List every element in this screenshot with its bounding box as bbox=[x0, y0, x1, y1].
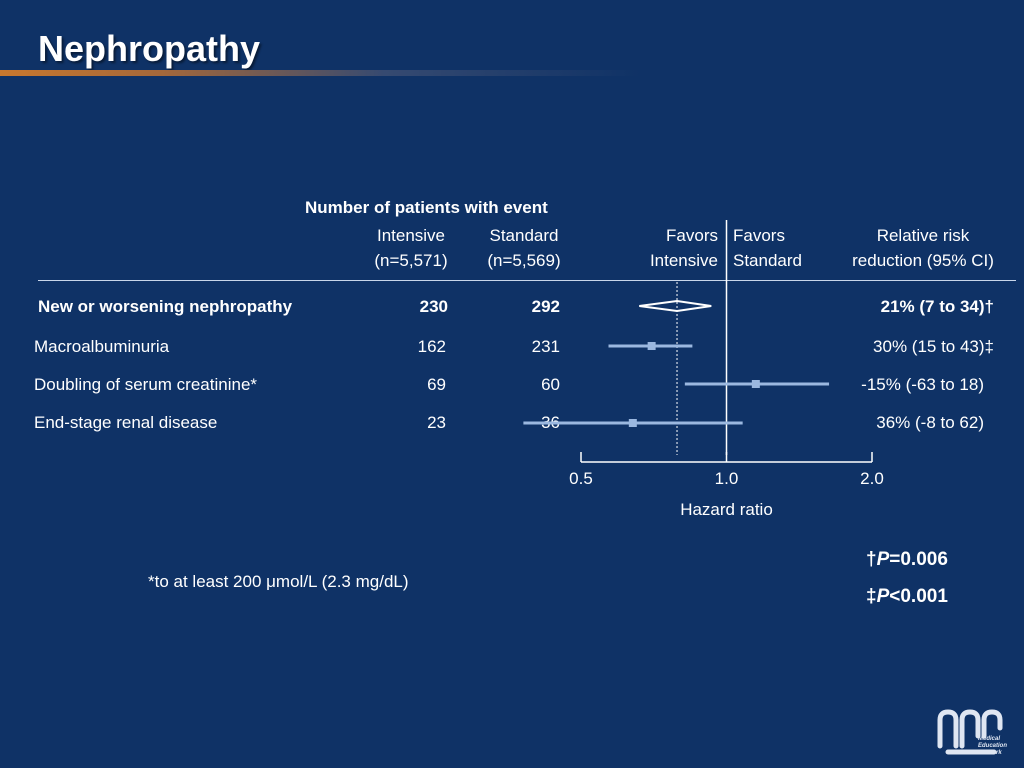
hr-diamond bbox=[639, 299, 712, 313]
intensive-n: (n=5,571) bbox=[374, 251, 448, 270]
row-standard-count: 231 bbox=[531, 337, 560, 356]
p-value-number: =0.006 bbox=[889, 549, 948, 570]
p-value-p: P bbox=[876, 549, 890, 570]
header-divider bbox=[38, 280, 1016, 281]
p-value-symbol: ‡ bbox=[866, 586, 877, 607]
x-tick-label: 0.5 bbox=[569, 469, 593, 488]
logo-word: Medical bbox=[978, 736, 1000, 742]
logo-word: Education bbox=[978, 743, 1007, 749]
row-standard-count: 292 bbox=[531, 297, 560, 316]
logo-word: Network bbox=[978, 750, 1002, 756]
row-rrr: -15% (-63 to 18) bbox=[861, 375, 984, 394]
favors-standard-line1: Favors bbox=[733, 226, 785, 245]
row-label: Macroalbuminuria bbox=[34, 337, 170, 356]
p-value-dagger: †P=0.006 bbox=[866, 550, 948, 570]
row-label: Doubling of serum creatinine* bbox=[34, 375, 258, 394]
favors-intensive-line2: Intensive bbox=[649, 251, 718, 270]
events-group-header: Number of patients with event bbox=[305, 198, 548, 217]
row-intensive-count: 23 bbox=[427, 413, 446, 432]
rrr-header-line2: reduction (95% CI) bbox=[852, 251, 994, 270]
p-value-number: <0.001 bbox=[889, 586, 948, 607]
x-axis-label: Hazard ratio bbox=[680, 500, 773, 519]
title-underline bbox=[0, 70, 640, 76]
standard-n: (n=5,569) bbox=[487, 251, 561, 270]
x-tick-label: 2.0 bbox=[860, 469, 884, 488]
hr-point bbox=[751, 380, 760, 388]
p-value-symbol: † bbox=[866, 549, 877, 570]
intensive-header: Intensive bbox=[376, 226, 446, 245]
row-label: End-stage renal disease bbox=[34, 413, 218, 432]
footnote: *to at least 200 μmol/L (2.3 mg/dL) bbox=[148, 572, 409, 591]
row-intensive-count: 230 bbox=[419, 297, 448, 316]
hr-point bbox=[628, 419, 637, 427]
row-label: New or worsening nephropathy bbox=[38, 297, 293, 316]
medical-education-network-logo: Medical Education Network bbox=[934, 706, 1012, 756]
row-rrr: 36% (-8 to 62) bbox=[876, 413, 984, 432]
favors-standard-line2: Standard bbox=[733, 251, 802, 270]
p-value-p: P bbox=[876, 586, 890, 607]
slide-title: Nephropathy bbox=[38, 28, 261, 69]
row-intensive-count: 69 bbox=[427, 375, 446, 394]
favors-intensive-line1: Favors bbox=[666, 226, 718, 245]
x-tick-label: 1.0 bbox=[715, 469, 739, 488]
row-standard-count: 60 bbox=[541, 375, 560, 394]
hr-point bbox=[647, 342, 656, 350]
standard-header: Standard bbox=[489, 226, 559, 245]
row-rrr: 21% (7 to 34)† bbox=[880, 297, 994, 316]
rrr-header-line1: Relative risk bbox=[876, 226, 970, 245]
row-intensive-count: 162 bbox=[417, 337, 446, 356]
p-value-double-dagger: ‡P<0.001 bbox=[866, 587, 948, 607]
row-rrr: 30% (15 to 43)‡ bbox=[873, 337, 994, 356]
